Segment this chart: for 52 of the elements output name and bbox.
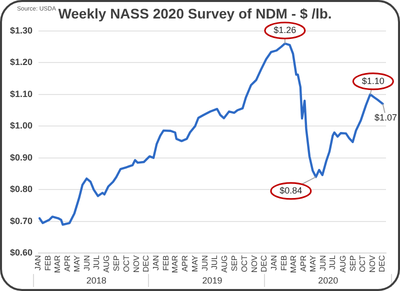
y-tick-label: $0.70 — [10, 216, 33, 226]
x-tick-label: JUN — [82, 255, 92, 271]
x-tick-label: AUG — [338, 255, 348, 273]
x-tick-label: FEB — [162, 255, 171, 271]
x-tick-label: APR — [62, 255, 72, 272]
x-tick-label: APR — [180, 255, 190, 272]
x-tick-label: SEP — [348, 255, 358, 272]
y-tick-label: $1.20 — [10, 57, 33, 68]
x-tick-label: SEP — [230, 255, 240, 272]
x-tick-label: AUG — [102, 255, 112, 273]
x-tick-label: OCT — [240, 255, 249, 272]
text: 2019 — [202, 275, 222, 286]
annotation: $1.07 — [374, 112, 398, 122]
chart-title: Weekly NASS 2020 Survey of NDM - $ /lb. — [58, 5, 332, 22]
x-tick-label: DEC — [378, 255, 387, 272]
annotation: $0.84 — [280, 185, 302, 196]
x-tick-label: MAR — [288, 255, 298, 274]
x-tick-label: MAR — [170, 255, 180, 274]
x-tick-label: DEC — [259, 255, 268, 272]
x-tick-label: MAR — [52, 255, 62, 274]
x-tick-label: NOV — [132, 254, 141, 273]
x-tick-label: DEC — [142, 255, 151, 272]
text: 2020 — [318, 275, 338, 286]
text: 2018 — [86, 275, 106, 286]
x-tick-label: NOV — [368, 254, 377, 273]
x-tick-label: MAY — [190, 254, 200, 272]
x-tick-label: MAY — [308, 254, 318, 272]
y-tick-label: $0.60 — [10, 248, 33, 258]
x-tick-label: FEB — [279, 255, 288, 271]
y-tick-label: $1.00 — [10, 120, 33, 131]
y-tick-label: $0.90 — [10, 152, 33, 162]
x-tick-label: JUL — [92, 254, 102, 270]
x-tick-label: JUL — [328, 254, 338, 270]
x-tick-label: OCT — [358, 255, 367, 272]
x-tick-label: AUG — [220, 255, 230, 273]
x-tick-label: JUL — [210, 254, 220, 270]
x-tick-label: APR — [298, 255, 308, 272]
y-tick-label: $0.80 — [10, 184, 33, 194]
x-tick-label: JAN — [269, 255, 278, 270]
x-tick-label: NOV — [250, 254, 259, 273]
x-tick-label: JUN — [318, 255, 328, 271]
x-tick-label: FEB — [44, 255, 53, 271]
x-tick-label: SEP — [112, 255, 122, 272]
y-tick-label: $1.30 — [10, 25, 33, 36]
y-tick-label: $1.10 — [10, 88, 33, 99]
x-tick-label: JUN — [200, 255, 210, 271]
annotation: $1.10 — [362, 76, 384, 86]
annotation: $1.26 — [274, 24, 296, 35]
x-tick-label: OCT — [122, 255, 131, 272]
x-tick-label: MAY — [72, 254, 82, 272]
x-tick-label: JAN — [152, 255, 161, 270]
x-tick-label: JAN — [34, 255, 43, 270]
